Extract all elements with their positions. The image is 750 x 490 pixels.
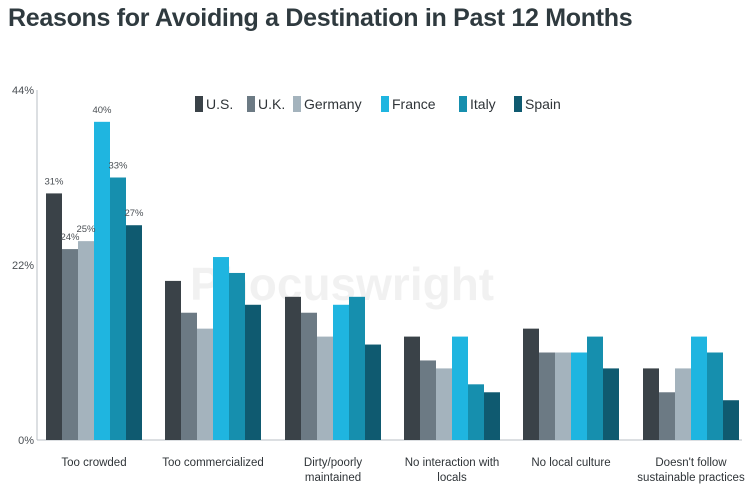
y-tick-label: 0% (18, 435, 34, 447)
legend-swatch (514, 96, 522, 112)
legend-item-france: France (381, 96, 436, 112)
bar-germany-1 (197, 328, 213, 440)
legend-swatch (247, 96, 255, 112)
category-label: Doesn't follow sustainable practices (637, 457, 745, 484)
bar-spain-0 (126, 225, 142, 440)
bar-spain-3 (484, 392, 500, 440)
legend-label: Spain (525, 96, 561, 112)
bar-uk-0 (62, 249, 78, 440)
data-label: 25% (76, 224, 96, 235)
bar-uk-4 (539, 352, 555, 440)
bar-france-2 (333, 304, 349, 440)
legend-label: U.S. (206, 96, 233, 112)
bar-uk-1 (181, 312, 197, 440)
bar-us-2 (285, 296, 301, 440)
legend-swatch (459, 96, 467, 112)
bar-italy-1 (229, 272, 245, 440)
legend-swatch (293, 96, 301, 112)
data-label: 31% (44, 176, 64, 187)
bar-spain-5 (723, 400, 739, 440)
bar-us-1 (165, 280, 181, 440)
bar-us-5 (643, 368, 659, 440)
legend-item-spain: Spain (514, 96, 561, 112)
legend-swatch (381, 96, 389, 112)
legend: U.S. U.K. Germany France Italy Spain (195, 96, 561, 112)
bar-france-5 (691, 336, 707, 440)
bar-france-3 (452, 336, 468, 440)
legend-label: Germany (304, 96, 362, 112)
category-label: No interaction with locals (405, 457, 500, 484)
bar-france-4 (571, 352, 587, 440)
bar-spain-2 (365, 344, 381, 440)
bar-germany-5 (675, 368, 691, 440)
bar-us-0 (46, 193, 62, 440)
bar-spain-4 (603, 368, 619, 440)
bar-spain-1 (245, 304, 261, 440)
data-label: 27% (124, 208, 144, 219)
legend-item-us: U.S. (195, 96, 233, 112)
bar-germany-4 (555, 352, 571, 440)
category-label: Too commercialized (162, 457, 264, 469)
bar-italy-3 (468, 384, 484, 440)
bar-france-0 (94, 121, 110, 441)
bar-germany-3 (436, 368, 452, 440)
legend-label: Italy (470, 96, 496, 112)
bar-italy-4 (587, 336, 603, 440)
bars-layer (46, 121, 739, 441)
bar-us-4 (523, 328, 539, 440)
category-label: Dirty/poorly maintained (304, 457, 362, 484)
labels-layer: 31% 24%25% 40% 33% 27% Too crowded Too commerc… (44, 105, 744, 484)
axis-layer: 0% 22% 44% (12, 85, 742, 447)
legend-label: U.K. (258, 96, 285, 112)
category-label: Too crowded (61, 457, 126, 469)
legend-item-italy: Italy (459, 96, 496, 112)
data-label: 33% (108, 161, 128, 172)
bar-france-1 (213, 257, 229, 440)
bar-germany-2 (317, 336, 333, 440)
bar-italy-2 (349, 296, 365, 440)
bar-us-3 (404, 336, 420, 440)
bar-uk-5 (659, 392, 675, 440)
bar-uk-3 (420, 360, 436, 440)
bar-italy-0 (110, 177, 126, 440)
chart-title: Reasons for Avoiding a Destination in Pa… (8, 4, 633, 32)
y-tick-label: 22% (12, 260, 34, 272)
data-label: 24% (60, 232, 80, 243)
bar-germany-0 (78, 241, 94, 440)
y-tick-label: 44% (12, 85, 34, 97)
bar-italy-5 (707, 352, 723, 440)
bar-uk-2 (301, 312, 317, 440)
legend-label: France (392, 96, 436, 112)
legend-swatch (195, 96, 203, 112)
legend-item-uk: U.K. (247, 96, 285, 112)
legend-item-germany: Germany (293, 96, 362, 112)
category-label: No local culture (531, 457, 610, 469)
data-label: 40% (92, 105, 112, 116)
